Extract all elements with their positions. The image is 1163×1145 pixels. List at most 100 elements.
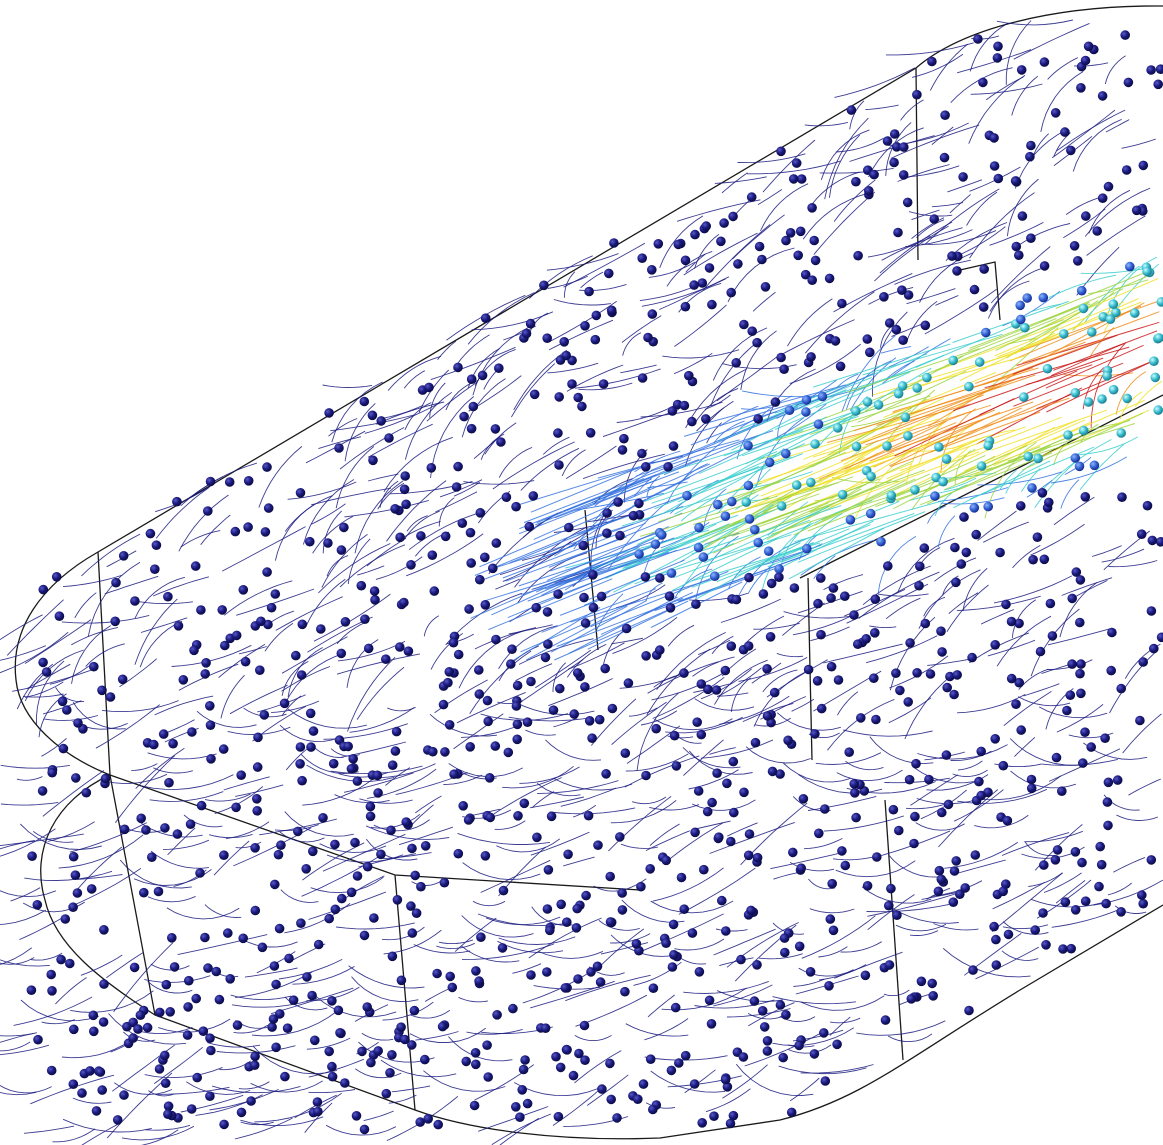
particle-marker [352,776,363,786]
trajectory-line [823,643,903,664]
trajectory-line [1090,342,1127,428]
trajectory-line [890,124,980,159]
trajectory-line [43,715,99,721]
trajectory-line [703,224,771,291]
trajectory-line [553,717,578,728]
trajectory-line [1024,830,1083,843]
trajectory-line [150,850,209,869]
trajectory-line [969,632,1030,664]
particle-marker [203,506,213,516]
trajectory-line [621,315,662,343]
trajectory-line [987,266,1045,319]
particle-marker [427,550,438,560]
trajectory-line [1040,71,1084,133]
trajectory-line [602,408,679,438]
particle-marker [490,741,501,751]
particle-marker [1138,657,1148,667]
particle-marker [490,424,501,434]
particle-marker [682,490,692,501]
trajectory-line [804,121,848,127]
particle-marker [324,913,335,924]
particle-marker [58,743,69,754]
trajectory-line [990,246,1051,304]
trajectory-line [370,814,421,829]
trajectory-line [666,250,713,287]
trajectory-line [537,780,619,795]
particle-marker [800,269,811,280]
trajectory-line [762,379,838,422]
particle-marker [524,521,535,532]
trajectory-line [302,842,365,881]
particle-marker [433,1119,444,1130]
trajectory-line [541,588,656,633]
particle-marker [906,994,917,1004]
particle-marker [795,226,806,237]
particle-marker [676,872,687,883]
particle-marker [872,852,882,862]
particle-marker [337,893,347,904]
particle-marker [903,290,914,300]
trajectory-line [285,747,309,771]
trajectory-line [977,510,1017,541]
particle-marker [295,488,306,498]
trajectory-line [841,335,896,412]
particle-marker [415,1117,426,1127]
particle-marker [704,995,715,1006]
trajectory-line [774,520,874,572]
particle-marker [1131,205,1142,216]
particle-marker [669,950,679,960]
particle-marker [925,669,936,679]
particle-marker [1121,165,1132,175]
particle-marker [653,239,664,249]
particle-marker [650,539,661,549]
particle-marker [970,850,981,860]
trajectory-line [359,798,413,804]
trajectory-line [305,578,346,627]
particle-marker [691,599,701,609]
trajectory-line [952,424,974,444]
particle-marker [728,756,739,767]
trajectory-line [470,560,604,619]
particle-marker [191,993,201,1004]
trajectory-line [196,710,257,728]
particle-marker [496,437,506,447]
trajectory-line [287,647,323,697]
trajectory-line [0,801,59,806]
particle-marker [884,900,894,911]
particle-marker [667,962,678,972]
particle-marker [468,401,479,412]
particle-marker [794,1040,804,1051]
trajectory-line [792,613,856,636]
particle-marker [1006,673,1017,684]
particle-marker [619,433,629,444]
trajectory-line [952,769,988,778]
particle-marker [713,499,723,510]
particle-marker [214,994,225,1005]
particle-marker [594,714,605,725]
trajectory-line [574,1034,612,1042]
trajectory-line [716,355,779,402]
particle-marker [160,1078,171,1088]
particle-marker [1108,299,1119,310]
particle-marker [491,538,502,548]
particle-marker [163,591,173,602]
particle-marker [807,275,817,286]
particle-marker [883,561,893,571]
particle-marker [85,1066,95,1076]
trajectory-line [897,537,955,593]
particle-marker [976,746,986,757]
trajectory-line [587,513,637,523]
trajectory-line [308,1089,356,1094]
particle-marker [1149,643,1159,654]
particle-marker [573,392,583,403]
particle-marker [295,759,305,769]
trajectory-line [1021,468,1041,492]
particle-marker [746,192,757,202]
trajectory-line [281,695,302,716]
trajectory-line [757,189,783,205]
particle-marker [1045,598,1056,609]
trajectory-line [148,1090,175,1097]
trajectory-line [1038,706,1108,719]
trajectory-line [71,625,111,684]
